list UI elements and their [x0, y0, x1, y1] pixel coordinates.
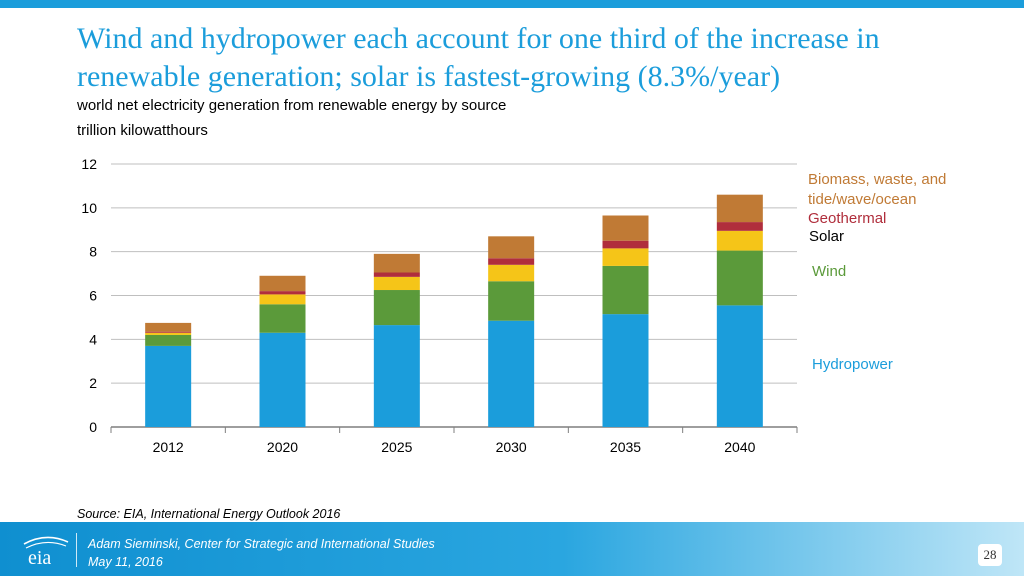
bar-segment-geothermal-2040: [716, 222, 763, 231]
bar-segment-geothermal-2012: [145, 331, 192, 333]
bar-segment-wind-2025: [373, 290, 420, 326]
bar-segment-geothermal-2025: [373, 272, 420, 277]
y-tick-label: 10: [81, 200, 97, 216]
legend-label: tide/wave/ocean: [808, 191, 916, 208]
bar-segment-solar-2030: [488, 264, 535, 282]
x-tick-label: 2035: [610, 439, 641, 455]
top-accent-bar: [0, 0, 1024, 8]
x-tick-label: 2040: [724, 439, 755, 455]
footer-bar: eia Adam Sieminski, Center for Strategic…: [0, 522, 1024, 576]
y-tick-label: 12: [81, 156, 97, 172]
bar-segment-solar-2035: [602, 248, 649, 266]
y-tick-label: 2: [89, 375, 97, 391]
chart-units: trillion kilowatthours: [77, 122, 208, 139]
y-tick-label: 0: [89, 419, 97, 435]
logo-divider: [76, 533, 77, 567]
bar-segment-geothermal-2020: [259, 291, 306, 295]
bar-segment-hydropower-2035: [602, 314, 649, 427]
svg-text:eia: eia: [28, 547, 51, 569]
bar-segment-wind-2012: [145, 334, 192, 346]
page-number: 28: [978, 544, 1002, 566]
bar-segment-solar-2020: [259, 294, 306, 305]
bar-segment-biomass-2025: [373, 253, 420, 273]
bar-segment-geothermal-2035: [602, 240, 649, 249]
bar-segment-biomass-2035: [602, 215, 649, 241]
bar-segment-biomass-2020: [259, 275, 306, 292]
bar-segment-geothermal-2030: [488, 258, 535, 265]
bar-segment-solar-2040: [716, 230, 763, 251]
bar-segment-hydropower-2025: [373, 325, 420, 427]
bar-segment-biomass-2040: [716, 194, 763, 223]
bar-segment-solar-2012: [145, 332, 192, 335]
y-tick-label: 6: [89, 288, 97, 304]
legend-label: Wind: [812, 263, 846, 280]
bar-segment-solar-2025: [373, 276, 420, 291]
bar-segment-wind-2030: [488, 281, 535, 321]
bar-segment-wind-2020: [259, 304, 306, 333]
bar-segment-wind-2040: [716, 250, 763, 306]
legend-label: Biomass, waste, and: [808, 171, 946, 188]
x-tick-label: 2020: [267, 439, 298, 455]
x-tick-label: 2030: [496, 439, 527, 455]
bar-segment-hydropower-2040: [716, 305, 763, 427]
legend-label: Solar: [809, 228, 844, 245]
eia-logo: eia: [23, 536, 69, 569]
slide-title: Wind and hydropower each account for one…: [77, 22, 880, 93]
y-tick-label: 8: [89, 244, 97, 260]
stacked-bar-chart: 0 2 4 6 8 10 12 2012 2020 2025 2030 2035 2040 Biomass…: [81, 156, 946, 455]
bar-segment-hydropower-2030: [488, 320, 535, 427]
bar-segment-biomass-2030: [488, 236, 535, 259]
bar-segment-biomass-2012: [145, 322, 192, 332]
legend-label: Geothermal: [808, 210, 886, 227]
x-tick-label: 2025: [381, 439, 412, 455]
bar-segment-wind-2035: [602, 265, 649, 315]
chart-subtitle: world net electricity generation from re…: [77, 97, 507, 114]
bar-segment-hydropower-2020: [259, 332, 306, 427]
x-tick-label: 2012: [153, 439, 184, 455]
legend-label: Hydropower: [812, 356, 893, 373]
presentation-date: May 11, 2016: [88, 555, 163, 569]
bar-segment-hydropower-2012: [145, 345, 192, 427]
y-tick-label: 4: [89, 331, 97, 347]
presenter-info: Adam Sieminski, Center for Strategic and…: [88, 537, 435, 551]
source-note: Source: EIA, International Energy Outloo…: [77, 507, 341, 521]
